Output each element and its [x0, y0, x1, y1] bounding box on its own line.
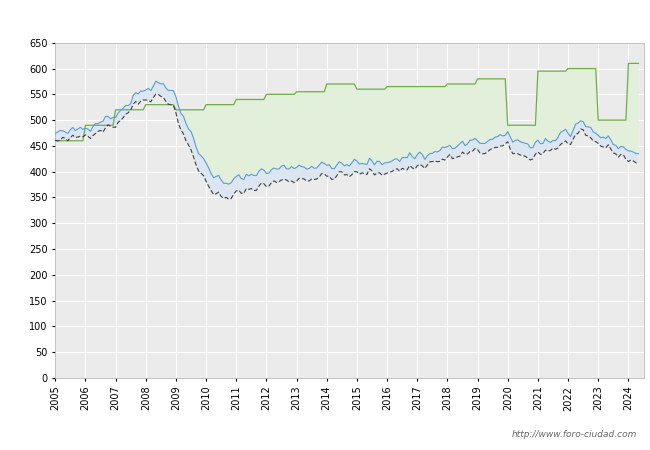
Text: http://www.foro-ciudad.com: http://www.foro-ciudad.com [512, 430, 637, 439]
Text: Olius - Evolucion de la poblacion en edad de Trabajar Mayo de 2024: Olius - Evolucion de la poblacion en eda… [98, 13, 552, 26]
